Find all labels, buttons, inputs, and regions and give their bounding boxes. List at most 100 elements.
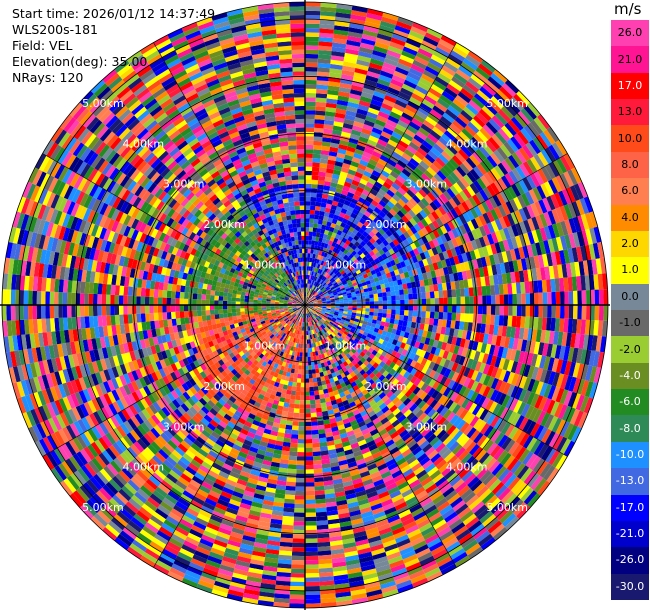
range-gate	[307, 292, 310, 297]
range-gate	[305, 413, 311, 418]
range-gate	[305, 183, 312, 189]
range-gate	[495, 305, 500, 316]
range-gate	[322, 271, 327, 276]
range-gate	[318, 171, 326, 177]
range-gate	[311, 184, 318, 189]
range-gate	[326, 94, 339, 100]
range-gate	[354, 148, 364, 156]
range-gate	[322, 247, 327, 253]
range-gate	[345, 110, 357, 117]
range-gate	[305, 564, 319, 569]
range-gate	[312, 442, 320, 448]
range-gate	[287, 411, 294, 417]
range-gate	[290, 573, 305, 578]
range-gate	[311, 275, 315, 281]
range-gate	[362, 87, 375, 95]
range-gate	[391, 300, 396, 305]
range-gate	[400, 299, 405, 305]
range-gate	[324, 181, 332, 187]
range-gate	[391, 295, 396, 301]
range-gate	[498, 284, 504, 295]
range-gate	[318, 45, 333, 51]
range-gate	[328, 151, 338, 157]
range-gate	[373, 206, 382, 215]
range-gate	[361, 128, 372, 136]
range-gate	[312, 285, 316, 290]
range-gate	[335, 254, 341, 260]
range-gate	[312, 377, 318, 383]
range-gate	[294, 508, 305, 513]
range-gate	[415, 130, 428, 141]
range-gate	[315, 110, 326, 116]
range-gate	[316, 193, 323, 199]
range-gate	[598, 289, 604, 305]
range-gate	[305, 551, 319, 557]
range-gate	[378, 74, 392, 83]
range-gate	[367, 139, 378, 147]
range-gate	[344, 114, 356, 121]
range-gate	[434, 291, 439, 299]
range-gate	[308, 266, 312, 271]
range-gate	[391, 182, 401, 191]
range-gate	[308, 378, 314, 383]
range-gate	[357, 182, 366, 190]
range-gate	[317, 533, 330, 539]
range-gate	[305, 490, 315, 496]
range-gate	[292, 547, 305, 552]
range-gate	[403, 79, 417, 89]
range-gate	[307, 261, 310, 267]
range-gate	[333, 263, 338, 268]
range-gate	[322, 266, 327, 272]
range-gate	[512, 305, 518, 317]
range-gate	[494, 284, 500, 295]
range-gate	[330, 182, 338, 188]
range-gate	[309, 386, 314, 392]
range-gate	[310, 399, 316, 405]
range-gate	[296, 456, 305, 461]
range-gate	[330, 251, 336, 257]
range-gate	[382, 127, 394, 136]
range-gate	[333, 29, 349, 36]
range-gate	[395, 305, 401, 310]
range-gate	[345, 245, 352, 252]
range-gate	[334, 116, 345, 123]
range-gate	[318, 278, 322, 284]
range-gate	[399, 310, 405, 316]
range-gate	[308, 227, 314, 232]
range-gate	[292, 421, 299, 426]
range-gate	[326, 244, 332, 250]
range-gate	[347, 206, 355, 213]
range-gate	[325, 172, 333, 178]
range-gate	[343, 158, 352, 165]
range-gate	[389, 318, 395, 324]
range-gate	[299, 352, 303, 357]
range-gate	[396, 20, 412, 31]
range-gate	[305, 456, 314, 461]
range-gate	[342, 162, 351, 170]
range-gate	[455, 69, 471, 81]
range-gate	[456, 296, 461, 305]
range-gate	[306, 274, 309, 280]
range-gate	[309, 218, 314, 224]
range-gate	[534, 292, 539, 305]
range-gate	[314, 123, 324, 129]
range-gate	[305, 240, 309, 245]
range-gate	[305, 144, 314, 150]
range-gate	[305, 439, 313, 444]
range-gate	[393, 29, 409, 39]
range-gate	[305, 603, 321, 608]
range-gate	[340, 78, 353, 85]
range-gate	[323, 243, 329, 249]
range-gate	[380, 20, 396, 30]
range-gate	[387, 158, 397, 168]
range-gate	[395, 143, 407, 153]
range-gate	[355, 112, 367, 120]
range-gate	[385, 317, 391, 323]
range-gate	[372, 50, 387, 58]
range-gate	[305, 495, 316, 500]
range-gate	[414, 55, 429, 66]
range-gate	[310, 275, 313, 280]
range-gate	[316, 80, 329, 86]
range-gate	[349, 18, 366, 26]
range-gate	[437, 119, 450, 131]
